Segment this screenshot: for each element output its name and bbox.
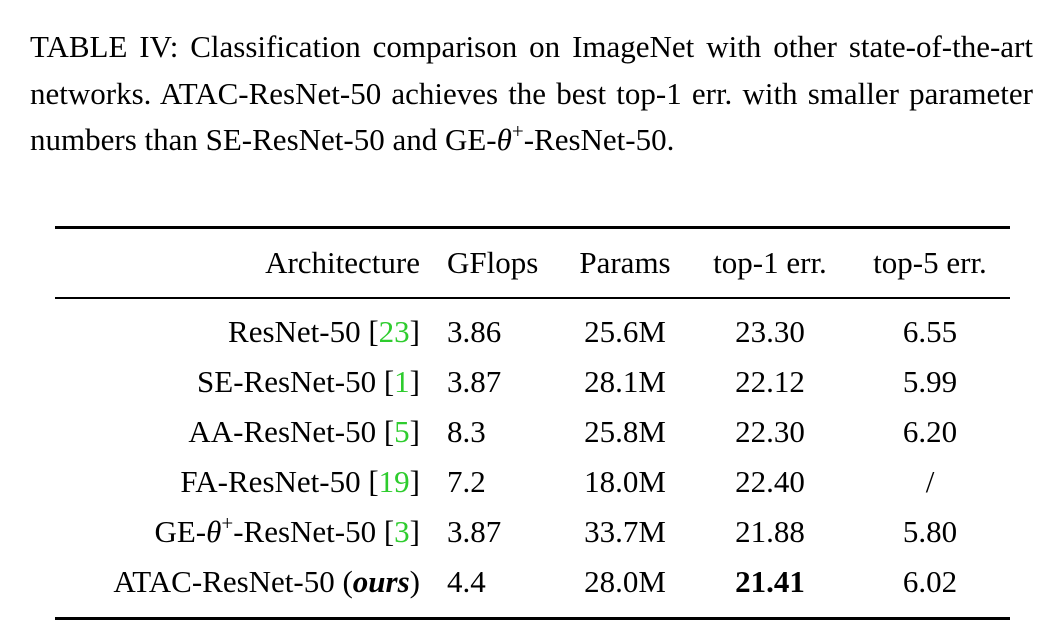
text-part: TABLE IV: Classification comparison on I… xyxy=(30,29,1033,157)
text-part: θ xyxy=(206,514,222,549)
table-cell: 18.0M xyxy=(560,457,690,507)
table-cell: 6.20 xyxy=(850,407,1010,457)
header-cell: Architecture xyxy=(265,245,420,280)
text-part: 28.0M xyxy=(584,564,666,599)
table-cell: 25.8M xyxy=(560,407,690,457)
table-cell: ResNet-50 [23] xyxy=(55,307,420,357)
header-row: Architecture GFlops Params top-1 err. top-5 … xyxy=(0,238,1048,288)
table-cell: 8.3 xyxy=(447,407,557,457)
table-row: AA-ResNet-50 [5] 8.3 25.8M 22.30 6.20 xyxy=(0,407,1048,457)
text-part: -ResNet-50. xyxy=(523,122,675,157)
text-part: + xyxy=(511,119,524,143)
text-part: 28.1M xyxy=(584,364,666,399)
table-cell: 28.0M xyxy=(560,557,690,607)
text-part: 5.80 xyxy=(902,514,958,549)
table-cell: 3.86 xyxy=(447,307,557,357)
text-part: θ xyxy=(496,122,512,157)
header-rule xyxy=(55,297,1010,299)
text-part: 5 xyxy=(394,414,410,449)
text-part: 3.86 xyxy=(447,314,502,349)
text-part: ResNet-50 [ xyxy=(228,314,379,349)
text-part: 23 xyxy=(378,314,410,349)
table-row: ATAC-ResNet-50 (ours) 4.4 28.0M 21.41 6.02 xyxy=(0,557,1048,607)
top-rule xyxy=(55,226,1010,229)
text-part: 7.2 xyxy=(447,464,486,499)
text-part: ] xyxy=(409,414,420,449)
text-part: 4.4 xyxy=(447,564,486,599)
table-row: GE-θ+-ResNet-50 [3] 3.87 33.7M 21.88 5.80 xyxy=(0,507,1048,557)
table-cell: 5.99 xyxy=(850,357,1010,407)
text-part: 21.41 xyxy=(735,564,805,599)
table-cell: / xyxy=(850,457,1010,507)
text-part: 3.87 xyxy=(447,364,502,399)
header-cell: Params xyxy=(579,245,671,280)
table-cell: 4.4 xyxy=(447,557,557,607)
table-row: ResNet-50 [23] 3.86 25.6M 23.30 6.55 xyxy=(0,307,1048,357)
table-cell: 7.2 xyxy=(447,457,557,507)
table-cell: 33.7M xyxy=(560,507,690,557)
text-part: 1 xyxy=(394,364,410,399)
text-part: 21.88 xyxy=(735,514,805,549)
text-part: ] xyxy=(409,364,420,399)
table-cell: 5.80 xyxy=(850,507,1010,557)
bottom-rule xyxy=(55,617,1010,620)
text-part: ) xyxy=(409,564,420,599)
table-cell: AA-ResNet-50 [5] xyxy=(55,407,420,457)
text-part: 25.8M xyxy=(584,414,666,449)
table-cell: SE-ResNet-50 [1] xyxy=(55,357,420,407)
header-cell: GFlops xyxy=(447,245,539,280)
table-row: SE-ResNet-50 [1] 3.87 28.1M 22.12 5.99 xyxy=(0,357,1048,407)
text-part: ] xyxy=(409,314,420,349)
text-part: GE- xyxy=(154,514,207,549)
table-cell: 3.87 xyxy=(447,357,557,407)
table-cell: 6.02 xyxy=(850,557,1010,607)
text-part: 8.3 xyxy=(447,414,486,449)
text-part: ours xyxy=(352,564,410,599)
table-row: FA-ResNet-50 [19] 7.2 18.0M 22.40 / xyxy=(0,457,1048,507)
table-caption: TABLE IV: Classification comparison on I… xyxy=(30,24,1033,164)
text-part: 18.0M xyxy=(584,464,666,499)
table-cell: 22.40 xyxy=(690,457,850,507)
text-part: 25.6M xyxy=(584,314,666,349)
table-cell: ATAC-ResNet-50 (ours) xyxy=(55,557,420,607)
text-part: FA-ResNet-50 [ xyxy=(180,464,379,499)
table-cell: FA-ResNet-50 [19] xyxy=(55,457,420,507)
text-part: 3 xyxy=(394,514,410,549)
header-cell: top-5 err. xyxy=(873,245,987,280)
text-part: 19 xyxy=(378,464,410,499)
text-part: 22.30 xyxy=(735,414,805,449)
text-part: / xyxy=(925,464,935,499)
text-part: + xyxy=(221,511,234,535)
text-part: ] xyxy=(409,514,420,549)
text-part: 33.7M xyxy=(584,514,666,549)
table-cell: 25.6M xyxy=(560,307,690,357)
text-part: AA-ResNet-50 [ xyxy=(188,414,395,449)
text-part: 5.99 xyxy=(902,364,958,399)
text-part: 22.40 xyxy=(735,464,805,499)
table-cell: 28.1M xyxy=(560,357,690,407)
text-part: 3.87 xyxy=(447,514,502,549)
text-part: 6.02 xyxy=(902,564,958,599)
text-part: ] xyxy=(409,464,420,499)
text-part: ATAC-ResNet-50 ( xyxy=(113,564,353,599)
table-cell: 22.30 xyxy=(690,407,850,457)
text-part: -ResNet-50 [ xyxy=(233,514,395,549)
text-part: 6.55 xyxy=(902,314,958,349)
text-part: 6.20 xyxy=(902,414,958,449)
table-cell: 3.87 xyxy=(447,507,557,557)
table-cell: 6.55 xyxy=(850,307,1010,357)
text-part: 22.12 xyxy=(735,364,805,399)
table-cell: 21.88 xyxy=(690,507,850,557)
text-part: SE-ResNet-50 [ xyxy=(197,364,395,399)
header-cell: top-1 err. xyxy=(713,245,827,280)
text-part: 23.30 xyxy=(735,314,805,349)
table-cell: 22.12 xyxy=(690,357,850,407)
table-cell: 21.41 xyxy=(690,557,850,607)
table-cell: GE-θ+-ResNet-50 [3] xyxy=(55,507,420,557)
table-cell: 23.30 xyxy=(690,307,850,357)
